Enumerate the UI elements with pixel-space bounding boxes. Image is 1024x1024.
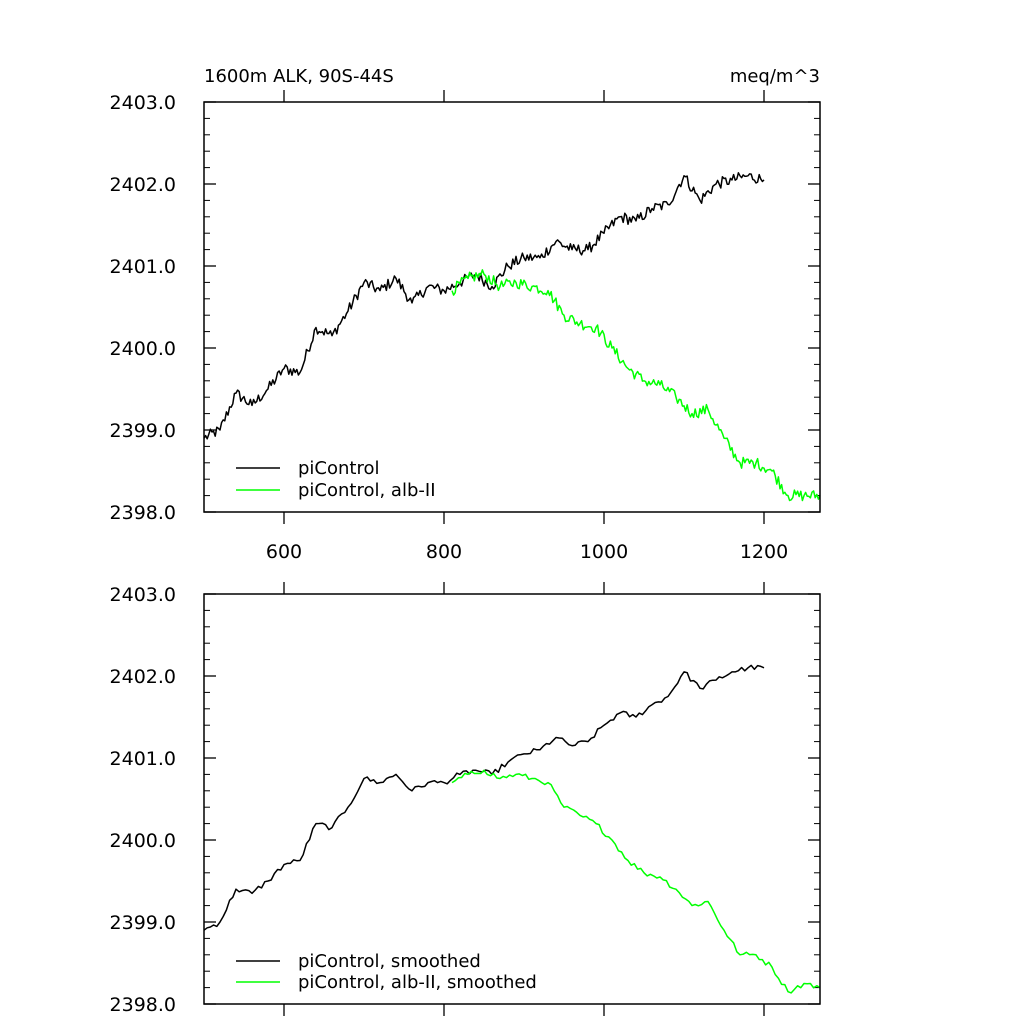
y-tick-label: 2403.0 <box>110 584 176 606</box>
bottom-legend: piControl, smoothed piControl, alb-II, s… <box>236 951 537 993</box>
y-tick-label: 2399.0 <box>110 420 176 442</box>
top-series-line-picontrol <box>203 172 765 440</box>
top-series-line-alb-ii <box>451 269 821 502</box>
y-tick-label: 2398.0 <box>110 994 176 1016</box>
top-legend: piControl piControl, alb-II <box>236 458 436 501</box>
legend-label-picontrol-alb-ii: piControl, alb-II <box>298 480 436 501</box>
x-tick-label: 1000 <box>580 541 628 563</box>
bottom-series <box>203 664 821 994</box>
y-tick-label: 2401.0 <box>110 256 176 278</box>
top-panel: 1600m ALK, 90S-44S meq/m^3 2398.02399.02… <box>110 66 821 563</box>
panel-title-right: meq/m^3 <box>730 66 820 87</box>
y-tick-label: 2401.0 <box>110 748 176 770</box>
x-tick-label: 1200 <box>740 541 788 563</box>
y-tick-label: 2402.0 <box>110 666 176 688</box>
top-axis-ticks: 2398.0 2399.0 2400.0 2401.0 2402.0 2403.0 600 8… <box>110 90 820 563</box>
bottom-axis-ticks: 2398.0 2399.0 2400.0 2401.0 2402.0 2403.0 <box>110 582 820 1016</box>
y-tick-label: 2400.0 <box>110 830 176 852</box>
bottom-series-line-alb-ii <box>451 769 821 994</box>
y-tick-label: 2403.0 <box>110 92 176 114</box>
top-series <box>203 172 821 502</box>
x-tick-label: 800 <box>426 541 462 563</box>
x-tick-label: 600 <box>266 541 302 563</box>
legend-label-picontrol: piControl <box>298 458 380 479</box>
bottom-panel: 2398.0 2399.0 2400.0 2401.0 2402.0 2403.0 piC… <box>110 582 821 1016</box>
y-tick-label: 2399.0 <box>110 912 176 934</box>
panel-title-left: 1600m ALK, 90S-44S <box>204 66 394 87</box>
y-tick-label: 2402.0 <box>110 174 176 196</box>
bottom-plot-frame <box>203 593 821 1005</box>
legend-label-picontrol-alb-ii-smoothed: piControl, alb-II, smoothed <box>298 972 537 993</box>
top-plot-frame <box>203 101 821 513</box>
y-tick-label: 2400.0 <box>110 338 176 360</box>
legend-label-picontrol-smoothed: piControl, smoothed <box>298 951 481 972</box>
y-tick-label: 2398.0 <box>110 502 176 524</box>
